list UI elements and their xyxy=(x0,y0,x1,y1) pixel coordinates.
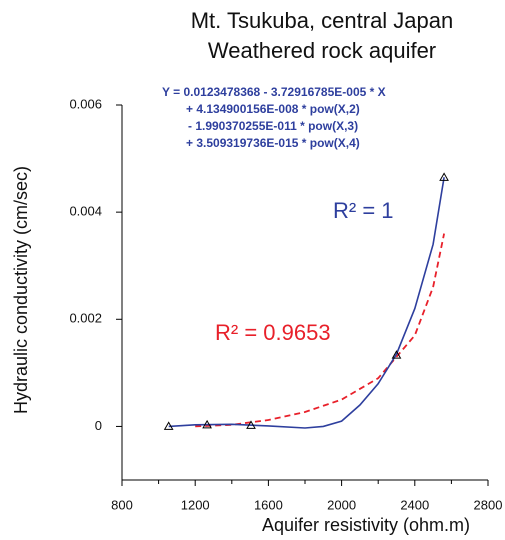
y-tick-label: 0.006 xyxy=(69,96,102,111)
x-tick-label: 1600 xyxy=(254,497,283,512)
equation: + 3.509319736E-015 * pow(X,4) xyxy=(186,136,360,150)
fit-line xyxy=(168,177,445,429)
data-point xyxy=(202,419,212,429)
chart-title: Weathered rock aquifer xyxy=(208,38,436,63)
data-point xyxy=(246,420,256,429)
x-tick-label: 2800 xyxy=(474,497,503,512)
data-point xyxy=(391,350,402,359)
x-axis-label: Aquifer resistivity (ohm.m) xyxy=(262,515,470,535)
x-tick-label: 2000 xyxy=(327,497,356,512)
annotation: R² = 1 xyxy=(333,198,394,223)
equation: Y = 0.0123478368 - 3.72916785E-005 * X xyxy=(162,85,386,99)
y-axis-label: Hydraulic conductivity (cm/sec) xyxy=(11,166,31,414)
x-tick-label: 800 xyxy=(111,497,133,512)
data-point xyxy=(439,172,449,181)
y-tick-label: 0.002 xyxy=(69,311,102,326)
y-tick-label: 0.004 xyxy=(69,204,102,219)
equation: + 4.134900156E-008 * pow(X,2) xyxy=(186,102,360,116)
chart-title: Mt. Tsukuba, central Japan xyxy=(191,8,454,33)
equation: - 1.990370255E-011 * pow(X,3) xyxy=(188,119,358,133)
annotation: R² = 0.9653 xyxy=(215,320,331,345)
fit-line xyxy=(195,233,445,428)
data-point xyxy=(163,421,174,430)
y-tick-label: 0 xyxy=(95,418,102,433)
x-tick-label: 1200 xyxy=(181,497,210,512)
x-tick-label: 2400 xyxy=(400,497,429,512)
